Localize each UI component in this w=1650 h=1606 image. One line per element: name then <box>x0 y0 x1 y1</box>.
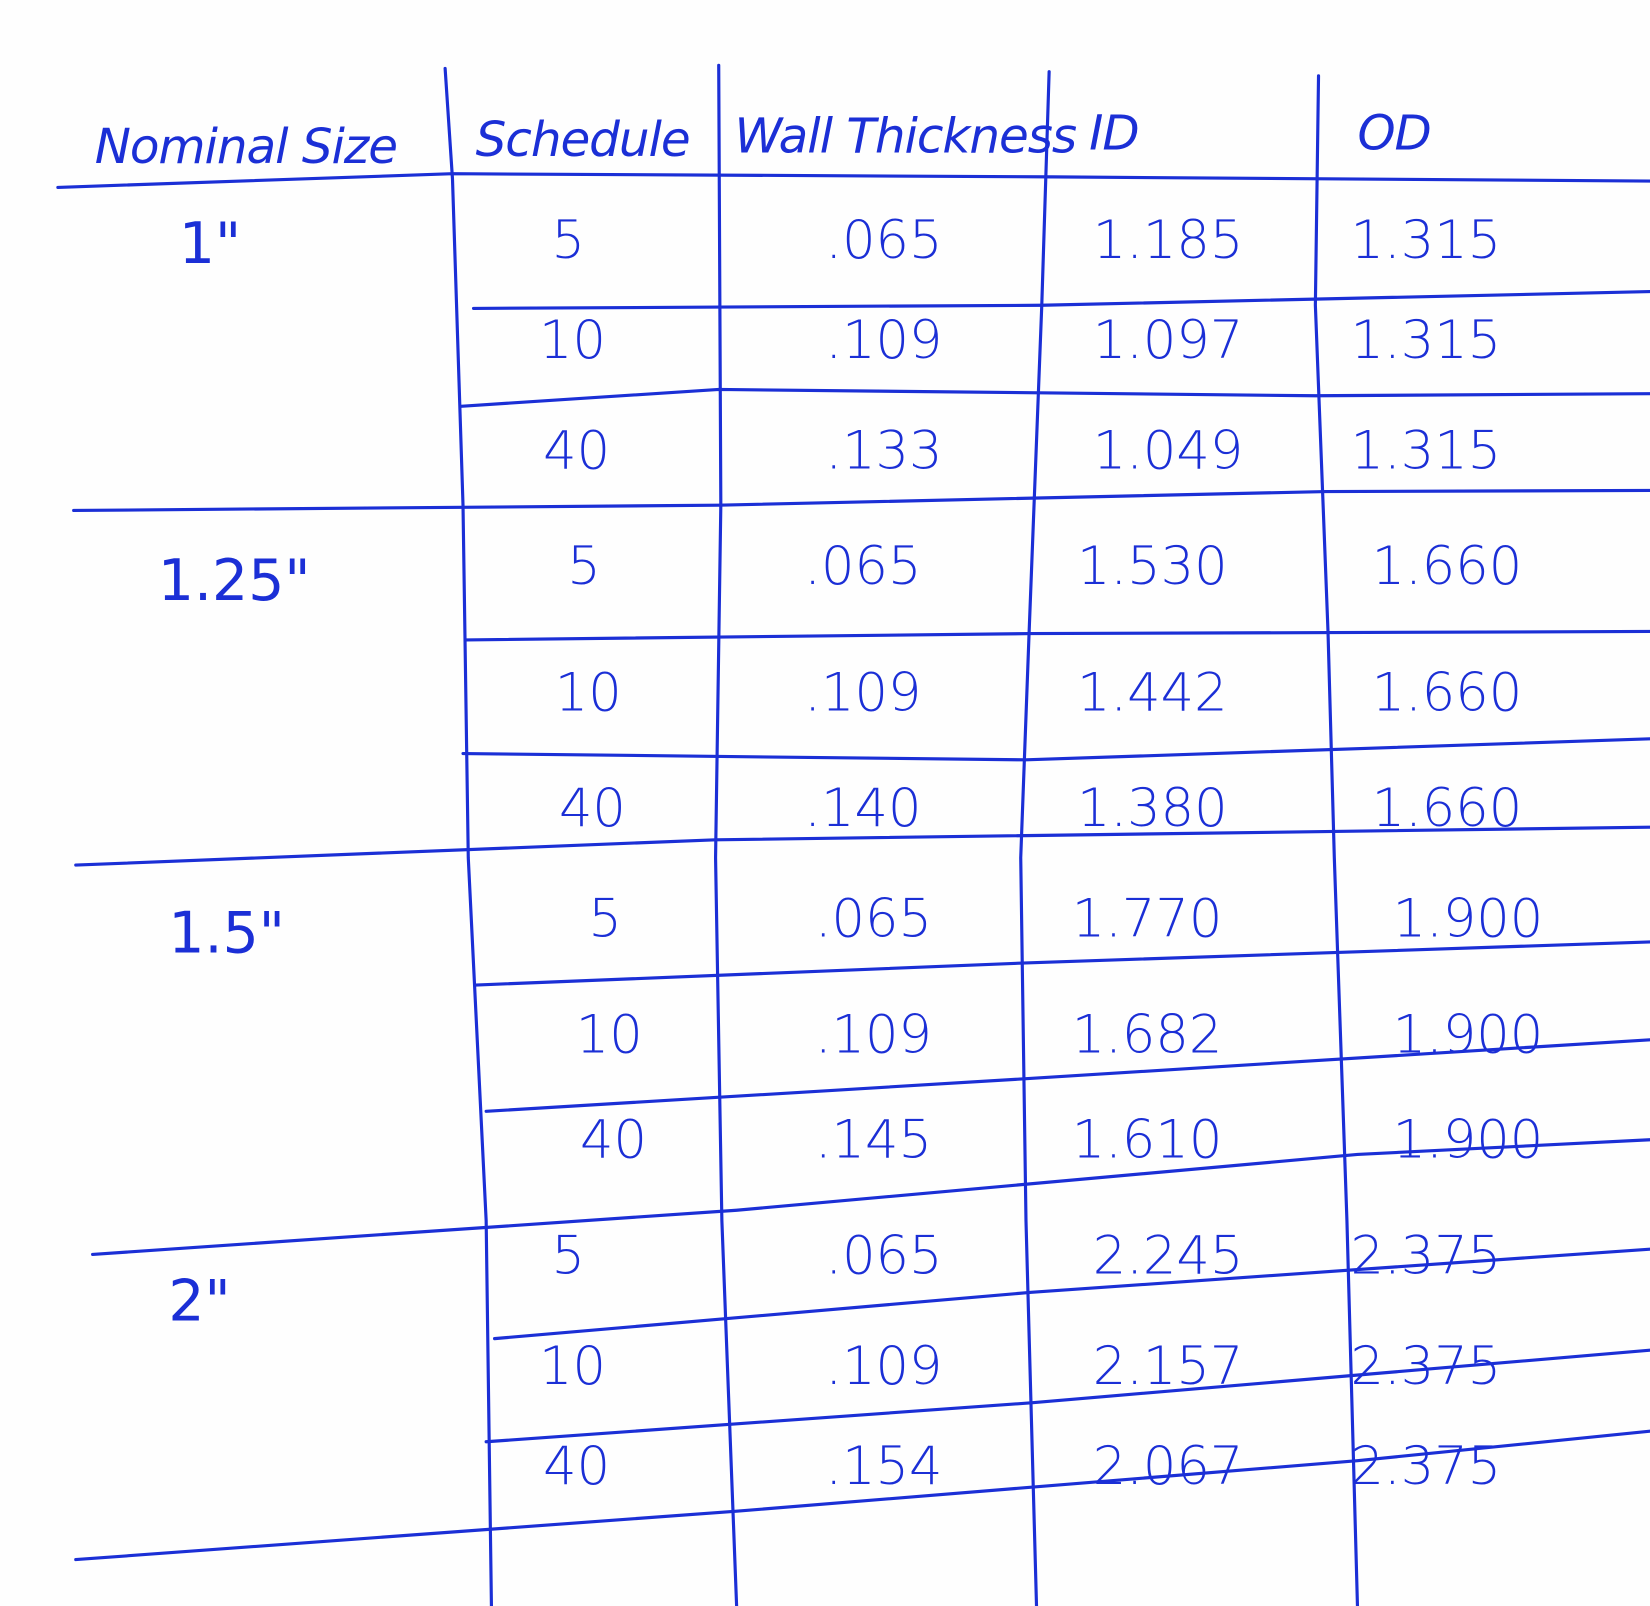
id-cell: 1.610 <box>1072 1110 1223 1171</box>
header-id: ID <box>1089 106 1138 162</box>
wall-cell: .109 <box>825 1336 942 1397</box>
id-cell: 1.770 <box>1072 889 1223 950</box>
wall-cell: .109 <box>815 1004 932 1065</box>
od-cell: 1.900 <box>1393 1004 1544 1065</box>
schedule-cell: 40 <box>543 1436 610 1497</box>
wall-cell: .109 <box>804 662 921 723</box>
wall-cell: .065 <box>825 1225 942 1286</box>
schedule-cell: 10 <box>555 662 622 723</box>
od-cell: 1.660 <box>1372 536 1523 597</box>
od-cell: 1.660 <box>1372 778 1523 839</box>
id-cell: 2.067 <box>1093 1436 1244 1497</box>
header-nominal-size: Nominal Size <box>95 119 397 175</box>
table-row: 10 .109 1.442 1.660 <box>555 662 1522 723</box>
od-cell: 2.375 <box>1351 1436 1502 1497</box>
wall-cell: .140 <box>804 778 921 839</box>
id-cell: 1.097 <box>1093 310 1244 371</box>
row-divider <box>464 629 1650 642</box>
nominal-size-cell: 1" <box>179 211 241 277</box>
schedule-cell: 10 <box>539 310 606 371</box>
row-divider <box>459 387 1650 408</box>
id-cell: 1.442 <box>1077 662 1228 723</box>
row-divider <box>91 1138 1650 1257</box>
schedule-cell: 10 <box>539 1336 606 1397</box>
header-od: OD <box>1357 106 1430 162</box>
nominal-size-cell: 1.25" <box>158 548 311 614</box>
header-schedule: Schedule <box>476 112 690 168</box>
table-body: 1" 5 .065 1.185 1.315 10 .109 1.097 1.315 40 .133 1… <box>158 210 1543 1497</box>
header-row: Nominal Size Schedule Wall Thickness ID … <box>95 106 1432 176</box>
od-cell: 1.900 <box>1393 1110 1544 1171</box>
row-divider <box>74 825 1650 867</box>
schedule-cell: 40 <box>559 778 626 839</box>
wall-cell: .109 <box>825 310 942 371</box>
table-row: 40 .145 1.610 1.900 <box>580 1110 1543 1171</box>
id-cell: 1.185 <box>1093 210 1244 271</box>
id-cell: 1.380 <box>1077 778 1228 839</box>
id-cell: 2.157 <box>1093 1336 1244 1397</box>
column-divider <box>443 66 494 1606</box>
od-cell: 2.375 <box>1351 1336 1502 1397</box>
id-cell: 2.245 <box>1093 1225 1244 1286</box>
table-row: 10 .109 2.157 2.375 <box>539 1336 1501 1397</box>
od-cell: 1.315 <box>1351 420 1502 481</box>
row-divider <box>72 488 1650 513</box>
table-row: 40 .133 1.049 1.315 <box>543 420 1501 481</box>
nominal-size-cell: 2" <box>168 1269 230 1335</box>
table-row: 5 .065 1.185 1.315 <box>551 210 1501 271</box>
wall-cell: .065 <box>815 889 932 950</box>
row-divider <box>56 172 1650 189</box>
row-divider <box>471 290 1650 310</box>
table-row: 5 .065 1.530 1.660 <box>567 536 1522 597</box>
id-cell: 1.049 <box>1093 420 1244 481</box>
row-divider <box>493 1247 1650 1341</box>
column-divider <box>713 63 739 1606</box>
table-row: 40 .154 2.067 2.375 <box>543 1436 1501 1497</box>
table-row: 10 .109 1.682 1.900 <box>576 1004 1543 1065</box>
schedule-cell: 5 <box>588 889 621 950</box>
header-wall-thickness: Wall Thickness <box>735 109 1077 165</box>
schedule-cell: 5 <box>551 210 584 271</box>
row-divider <box>461 737 1650 762</box>
od-cell: 2.375 <box>1351 1225 1502 1286</box>
row-divider <box>484 1038 1650 1113</box>
nominal-size-cell: 1.5" <box>168 900 284 966</box>
schedule-cell: 10 <box>576 1004 643 1065</box>
grid-lines <box>56 63 1650 1606</box>
table-row: 5 .065 2.245 2.375 <box>551 1225 1501 1286</box>
wall-cell: .133 <box>825 420 942 481</box>
od-cell: 1.315 <box>1351 310 1502 371</box>
row-divider <box>474 940 1650 987</box>
od-cell: 1.660 <box>1372 662 1523 723</box>
schedule-cell: 5 <box>567 536 600 597</box>
column-divider <box>1019 70 1051 1606</box>
column-divider <box>1313 74 1360 1606</box>
wall-cell: .154 <box>825 1436 942 1497</box>
table-row: 5 .065 1.770 1.900 <box>588 889 1543 950</box>
wall-cell: .145 <box>815 1110 932 1171</box>
wall-cell: .065 <box>804 536 921 597</box>
schedule-cell: 40 <box>543 420 610 481</box>
row-divider <box>484 1348 1650 1444</box>
wall-cell: .065 <box>825 210 942 271</box>
od-cell: 1.900 <box>1393 889 1544 950</box>
table-row: 10 .109 1.097 1.315 <box>539 310 1501 371</box>
id-cell: 1.530 <box>1077 536 1228 597</box>
table-row: 40 .140 1.380 1.660 <box>559 778 1522 839</box>
od-cell: 1.315 <box>1351 210 1502 271</box>
row-divider <box>74 1429 1650 1562</box>
schedule-cell: 5 <box>551 1225 584 1286</box>
schedule-cell: 40 <box>580 1110 647 1171</box>
id-cell: 1.682 <box>1072 1004 1223 1065</box>
